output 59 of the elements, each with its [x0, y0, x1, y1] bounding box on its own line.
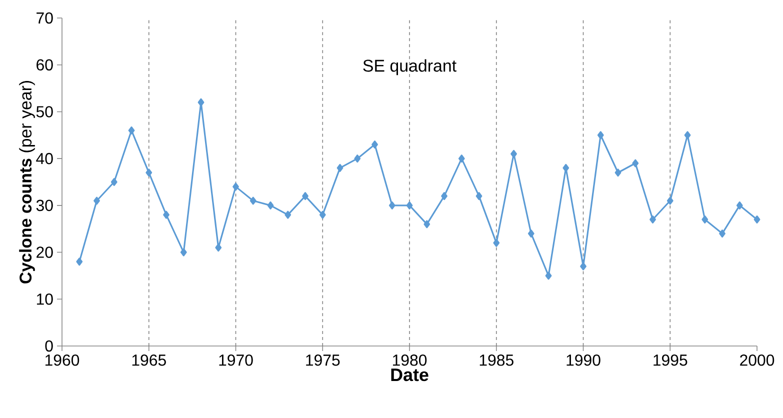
- point: [128, 126, 135, 134]
- y-tick-label: 30: [36, 200, 53, 212]
- point: [650, 215, 656, 224]
- x-tick-label: 1985: [480, 354, 514, 366]
- x-tick-label: 1990: [566, 354, 600, 366]
- point: [754, 215, 760, 224]
- x-tick-label: 1965: [132, 354, 166, 366]
- point: [424, 220, 430, 228]
- point: [215, 244, 222, 252]
- point: [597, 131, 604, 140]
- y-tick-label: 50: [36, 106, 53, 118]
- y-tick-label: 0: [45, 340, 53, 352]
- point: [476, 192, 482, 200]
- point: [702, 215, 708, 224]
- point: [354, 154, 361, 163]
- point: [336, 164, 344, 172]
- point: [614, 168, 622, 177]
- point: [284, 210, 292, 219]
- y-tick-label: 70: [36, 12, 53, 24]
- x-tick-label: 1960: [45, 354, 80, 366]
- y-tick-label: 10: [36, 294, 53, 305]
- point: [406, 201, 413, 210]
- y-tick-label: 40: [36, 152, 53, 164]
- x-axis-title: Date: [391, 368, 428, 382]
- x-tick-label: 1975: [306, 354, 340, 366]
- point: [632, 159, 639, 168]
- point: [441, 192, 448, 200]
- x-tick-label: 1980: [392, 354, 427, 366]
- point: [545, 272, 552, 280]
- point: [719, 230, 726, 238]
- point: [180, 248, 187, 256]
- point: [302, 192, 308, 200]
- point: [528, 230, 534, 238]
- point: [388, 201, 396, 210]
- y-tick-label: 20: [36, 246, 53, 258]
- point: [666, 196, 674, 205]
- point: [319, 210, 326, 219]
- point: [736, 201, 743, 210]
- y-tick-label: 60: [36, 59, 53, 70]
- text: SE quadrant: [363, 59, 456, 76]
- x-tick-label: 1995: [654, 354, 688, 366]
- y-axis-title: Cyclone counts (per year): [19, 80, 35, 284]
- point: [146, 168, 152, 177]
- point: [250, 196, 256, 205]
- x-tick-label: 1970: [219, 354, 253, 366]
- point: [372, 140, 378, 149]
- x-tick-label: 2000: [740, 354, 774, 366]
- point: [163, 210, 170, 219]
- point: [267, 201, 274, 210]
- point: [562, 164, 570, 172]
- point: [232, 182, 239, 191]
- point: [110, 178, 118, 186]
- point: [76, 258, 83, 266]
- point: [198, 98, 204, 106]
- point: [493, 238, 500, 247]
- point: [684, 131, 691, 140]
- point: [510, 150, 517, 158]
- point: [94, 196, 100, 205]
- point: [458, 154, 465, 163]
